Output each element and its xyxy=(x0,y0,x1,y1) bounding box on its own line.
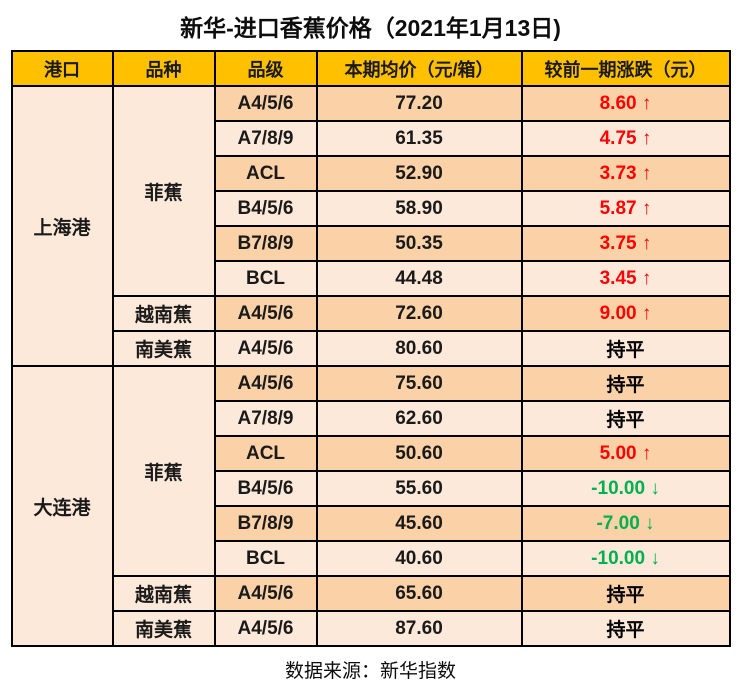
table-row: 越南蕉 A4/5/6 65.60 持平 xyxy=(12,575,731,612)
price-cell: 45.60 xyxy=(315,505,523,542)
price-cell: 52.90 xyxy=(315,155,523,192)
grade-cell: A4/5/6 xyxy=(213,610,318,647)
change-cell: 持平 xyxy=(520,610,731,647)
change-cell: 3.73 ↑ xyxy=(520,155,731,192)
grade-cell: A7/8/9 xyxy=(213,120,318,157)
grade-cell: A4/5/6 xyxy=(213,85,318,122)
table-row: 上海港 菲蕉 A4/5/6 77.20 8.60 ↑ xyxy=(10,85,731,367)
change-cell: -7.00 ↓ xyxy=(520,505,731,542)
table-row: B4/5/6 58.90 5.87 ↑ xyxy=(12,190,731,227)
table-row: ACL 52.90 3.73 ↑ xyxy=(12,155,731,192)
table-row: 南美蕉 A4/5/6 87.60 持平 xyxy=(12,610,731,647)
price-cell: 55.60 xyxy=(315,470,523,507)
price-cell: 50.35 xyxy=(315,225,523,262)
price-cell: 40.60 xyxy=(315,540,523,577)
table-row: 南美蕉 A4/5/6 80.60 持平 xyxy=(12,330,731,367)
price-cell: 62.60 xyxy=(315,400,523,437)
variety-cell: 菲蕉 xyxy=(111,85,216,297)
table-row: B7/8/9 50.35 3.75 ↑ xyxy=(12,225,731,262)
table-row: BCL 44.48 3.45 ↑ xyxy=(12,260,731,297)
table-row: B4/5/6 55.60 -10.00 ↓ xyxy=(12,470,731,507)
grade-cell: B4/5/6 xyxy=(213,470,318,507)
change-cell: -10.00 ↓ xyxy=(520,540,731,577)
change-cell: 8.60 ↑ xyxy=(520,85,731,122)
price-cell: 72.60 xyxy=(315,295,523,332)
port-cell: 上海港 xyxy=(10,85,114,367)
change-cell: 5.87 ↑ xyxy=(520,190,731,227)
change-cell: 持平 xyxy=(520,365,731,402)
grade-cell: BCL xyxy=(213,540,318,577)
grade-cell: A4/5/6 xyxy=(213,365,318,402)
header-row: 港口 品种 品级 本期均价（元/箱） 较前一期涨跌（元） xyxy=(10,50,731,87)
change-cell: 9.00 ↑ xyxy=(520,295,731,332)
price-cell: 87.60 xyxy=(315,610,523,647)
change-cell: 持平 xyxy=(520,575,731,612)
grade-cell: B7/8/9 xyxy=(213,225,318,262)
table-row: 越南蕉 A4/5/6 72.60 9.00 ↑ xyxy=(12,295,731,332)
change-cell: 3.75 ↑ xyxy=(520,225,731,262)
change-cell: 持平 xyxy=(520,330,731,367)
price-cell: 50.60 xyxy=(315,435,523,472)
port-cell: 大连港 xyxy=(10,365,114,647)
price-cell: 77.20 xyxy=(315,85,523,122)
grade-cell: A4/5/6 xyxy=(213,575,318,612)
price-cell: 58.90 xyxy=(315,190,523,227)
price-table: 港口 品种 品级 本期均价（元/箱） 较前一期涨跌（元） 上海港 菲蕉 A4/5/6… xyxy=(10,50,731,647)
variety-cell: 越南蕉 xyxy=(111,575,216,612)
price-cell: 65.60 xyxy=(315,575,523,612)
change-cell: 4.75 ↑ xyxy=(520,120,731,157)
column-header-port: 港口 xyxy=(10,50,114,87)
variety-cell: 越南蕉 xyxy=(111,295,216,332)
page-title: 新华-进口香蕉价格（2021年1月13日) xyxy=(180,15,561,41)
grade-cell: B4/5/6 xyxy=(213,190,318,227)
table-row: B7/8/9 45.60 -7.00 ↓ xyxy=(12,505,731,542)
column-header-variety: 品种 xyxy=(111,50,216,87)
variety-cell: 南美蕉 xyxy=(111,610,216,647)
variety-cell: 菲蕉 xyxy=(111,365,216,577)
column-header-price: 本期均价（元/箱） xyxy=(315,50,523,87)
grade-cell: ACL xyxy=(213,435,318,472)
table-row: A7/8/9 62.60 持平 xyxy=(12,400,731,437)
grade-cell: B7/8/9 xyxy=(213,505,318,542)
price-cell: 44.48 xyxy=(315,260,523,297)
grade-cell: A4/5/6 xyxy=(213,295,318,332)
price-cell: 75.60 xyxy=(315,365,523,402)
data-source: 数据来源：新华指数 xyxy=(284,661,456,682)
table-row: A7/8/9 61.35 4.75 ↑ xyxy=(12,120,731,157)
change-cell: 3.45 ↑ xyxy=(520,260,731,297)
variety-cell: 南美蕉 xyxy=(111,330,216,367)
change-cell: -10.00 ↓ xyxy=(520,470,731,507)
grade-cell: A7/8/9 xyxy=(213,400,318,437)
column-header-change: 较前一期涨跌（元） xyxy=(520,50,731,87)
table-row: ACL 50.60 5.00 ↑ xyxy=(12,435,731,472)
table-body: 上海港 菲蕉 A4/5/6 77.20 8.60 ↑ A7/8/9 61.35 4.75 ↑ A… xyxy=(10,85,731,647)
grade-cell: BCL xyxy=(213,260,318,297)
change-cell: 5.00 ↑ xyxy=(520,435,731,472)
table-row: BCL 40.60 -10.00 ↓ xyxy=(12,540,731,577)
price-cell: 61.35 xyxy=(315,120,523,157)
column-header-grade: 品级 xyxy=(213,50,318,87)
grade-cell: ACL xyxy=(213,155,318,192)
table-row: 大连港 菲蕉 A4/5/6 75.60 持平 xyxy=(10,365,731,647)
price-cell: 80.60 xyxy=(315,330,523,367)
grade-cell: A4/5/6 xyxy=(213,330,318,367)
change-cell: 持平 xyxy=(520,400,731,437)
